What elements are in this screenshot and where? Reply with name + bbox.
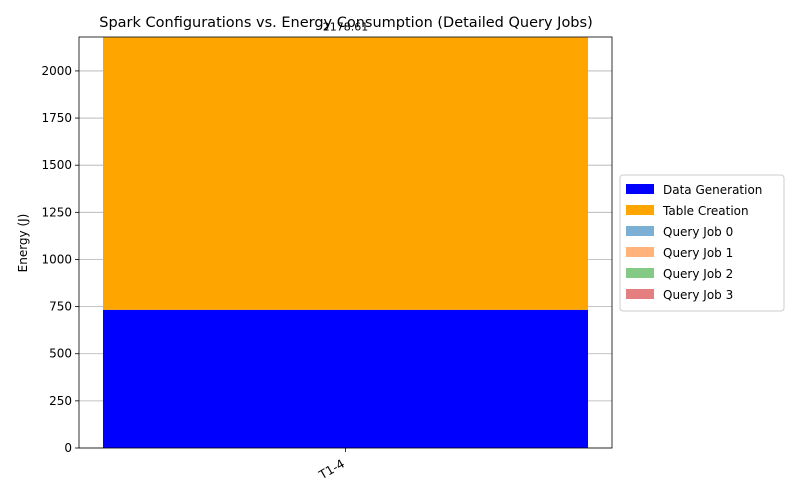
- legend-box: [619, 174, 785, 312]
- x-ticks: T1-4: [316, 448, 347, 483]
- legend-swatch: [626, 247, 654, 257]
- bar-segment: [102, 309, 589, 448]
- legend-swatch: [626, 205, 654, 215]
- y-tick-label: 750: [49, 300, 72, 314]
- legend-swatch: [626, 268, 654, 278]
- total-label: 2178.61: [323, 20, 369, 33]
- legend-label: Data Generation: [663, 183, 762, 197]
- legend: Data Generation Table Creation Query Job 0…: [619, 174, 785, 312]
- legend-label: Query Job 2: [663, 267, 733, 281]
- chart-title: Spark Configurations vs. Energy Consumpt…: [99, 15, 592, 31]
- y-tick-label: 2000: [41, 64, 72, 78]
- y-ticks: 0 250 500 750 1000 1250 1500 1750 2000: [41, 64, 79, 455]
- bars: [102, 37, 589, 448]
- x-tick-label: T1-4: [316, 456, 347, 482]
- legend-swatch: [626, 289, 654, 299]
- plot-frame: [78, 36, 613, 449]
- legend-swatch: [626, 226, 654, 236]
- y-tick-label: 1000: [41, 252, 72, 266]
- legend-label: Table Creation: [662, 204, 749, 218]
- total-labels: 2178.61: [323, 20, 369, 33]
- y-tick-label: 250: [49, 394, 72, 408]
- bar-segment: [102, 37, 589, 310]
- legend-label: Query Job 0: [663, 225, 733, 239]
- y-tick-label: 1250: [41, 205, 72, 219]
- legend-label: Query Job 1: [663, 246, 733, 260]
- y-axis-label: Energy (J): [16, 214, 30, 273]
- legend-label: Query Job 3: [663, 288, 733, 302]
- y-tick-label: 0: [64, 441, 72, 455]
- axes-frame: [78, 36, 613, 449]
- y-tick-label: 500: [49, 347, 72, 361]
- y-tick-label: 1500: [41, 158, 72, 172]
- legend-swatch: [626, 184, 654, 194]
- y-tick-label: 1750: [41, 111, 72, 125]
